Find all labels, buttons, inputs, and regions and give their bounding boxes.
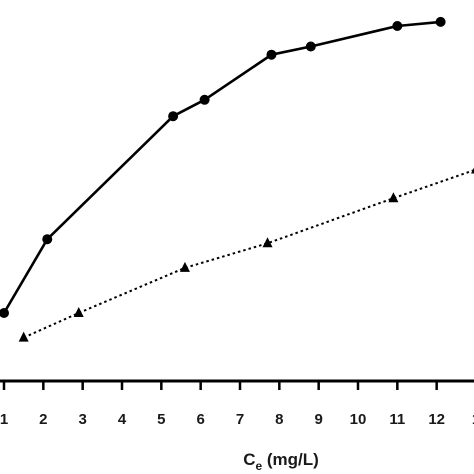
x-tick-label: 1: [0, 411, 8, 428]
x-tick-label: 5: [157, 411, 165, 428]
series-1-point: [435, 16, 446, 27]
series-1-point: [42, 234, 53, 245]
series-2-point: [73, 307, 84, 317]
x-tick-label: 4: [118, 411, 127, 428]
plot-area: [0, 16, 474, 342]
series-2-point: [471, 167, 474, 174]
x-tick-label: 9: [314, 411, 322, 428]
series-1-point: [392, 21, 403, 31]
x-axis-title: Ce (mg/L): [243, 450, 319, 473]
series-1-point: [305, 41, 316, 52]
x-axis: 1234567891011121: [0, 379, 474, 428]
x-tick-label: 1: [472, 411, 474, 428]
x-axis-title-main: C: [243, 450, 255, 469]
x-tick-label: 6: [196, 411, 204, 428]
tick-layer: [2, 381, 438, 390]
series-2-point: [18, 331, 29, 342]
series-1-point: [266, 49, 277, 60]
series-1-point: [199, 94, 210, 105]
series-layer: [2, 20, 474, 339]
series-2-point: [179, 261, 190, 272]
x-tick-label: 10: [350, 411, 367, 428]
x-tick-label: 8: [275, 411, 283, 428]
series-1-line: [2, 20, 441, 314]
x-tick-label: 3: [78, 411, 86, 428]
series-2-line: [23, 169, 474, 339]
series-1-point: [168, 111, 179, 122]
x-tick-label: 12: [428, 411, 445, 428]
series-1-point: [0, 308, 9, 318]
tick-label-layer: 1234567891011121: [0, 411, 474, 428]
marker-layer: [0, 16, 474, 342]
series-2-point: [262, 237, 273, 248]
x-tick-label: 2: [39, 411, 47, 428]
x-axis-title-subscript: e: [255, 459, 262, 473]
x-axis-title-unit: (mg/L): [262, 450, 319, 469]
x-tick-label: 11: [389, 411, 405, 428]
series-2-point: [388, 192, 399, 203]
x-tick-label: 7: [236, 411, 244, 428]
